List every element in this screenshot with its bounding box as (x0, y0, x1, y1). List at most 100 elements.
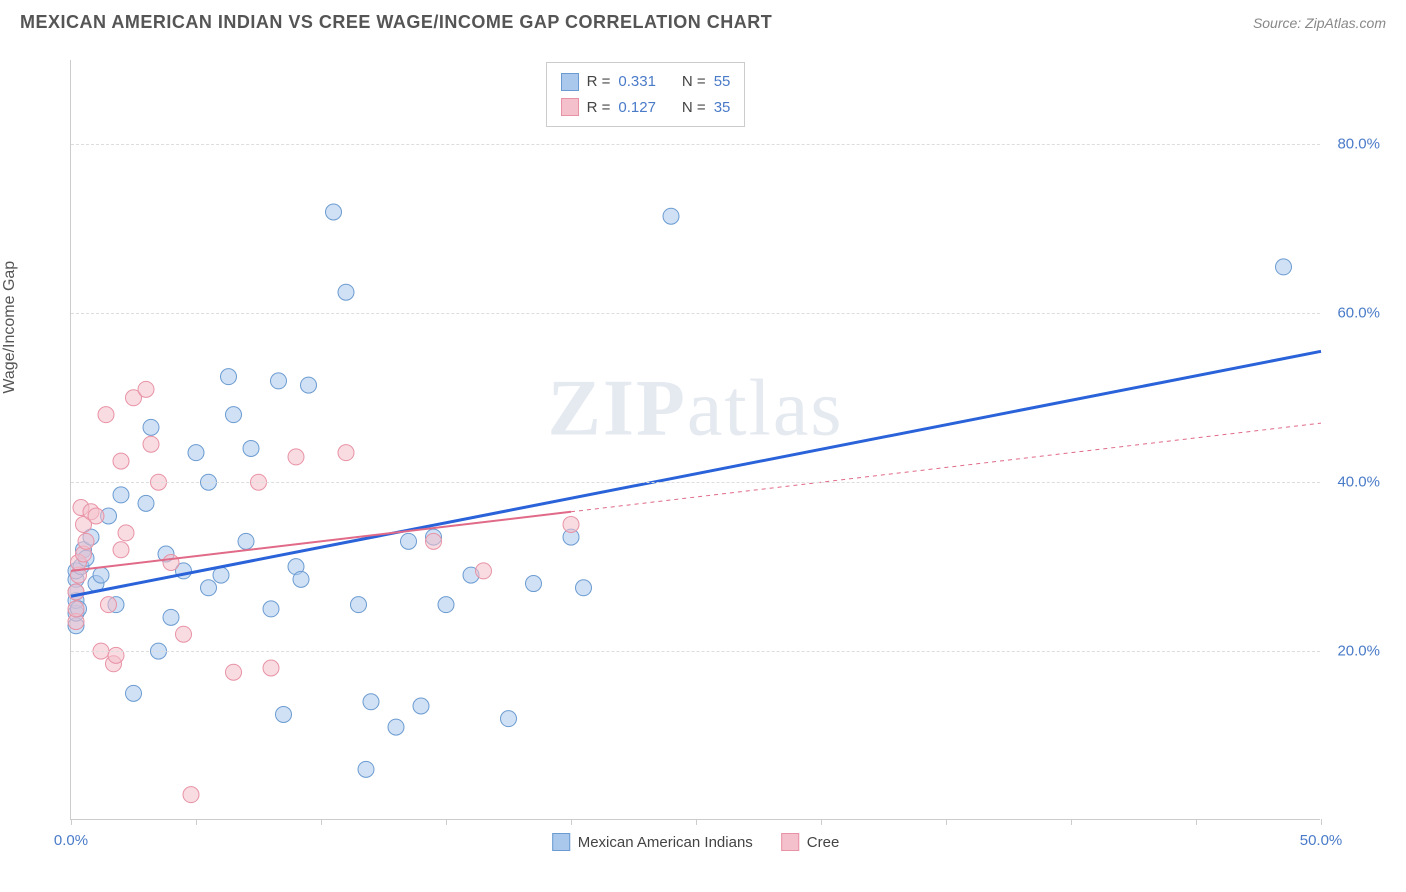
scatter-point (221, 369, 237, 385)
scatter-point (351, 597, 367, 613)
scatter-point (501, 711, 517, 727)
scatter-point (118, 525, 134, 541)
stat-r-value: 0.331 (618, 69, 656, 95)
x-tick (696, 819, 697, 825)
legend-label: Cree (807, 834, 840, 851)
scatter-point (226, 407, 242, 423)
x-tick (1071, 819, 1072, 825)
legend-item: Mexican American Indians (552, 833, 753, 851)
scatter-point (238, 533, 254, 549)
y-tick-label: 80.0% (1325, 136, 1380, 153)
scatter-point (143, 419, 159, 435)
scatter-point (113, 487, 129, 503)
chart-title: MEXICAN AMERICAN INDIAN VS CREE WAGE/INC… (20, 12, 772, 33)
scatter-point (338, 284, 354, 300)
scatter-point (183, 787, 199, 803)
scatter-point (401, 533, 417, 549)
scatter-point (263, 660, 279, 676)
legend-label: Mexican American Indians (578, 834, 753, 851)
scatter-point (358, 761, 374, 777)
legend-item: Cree (781, 833, 840, 851)
scatter-point (213, 567, 229, 583)
scatter-point (113, 542, 129, 558)
scatter-point (363, 694, 379, 710)
scatter-point (226, 664, 242, 680)
chart-container: Wage/Income Gap ZIPatlas R =0.331N =55R … (20, 50, 1386, 852)
scatter-point (413, 698, 429, 714)
scatter-point (143, 436, 159, 452)
stats-legend-box: R =0.331N =55R =0.127N =35 (546, 62, 746, 127)
scatter-point (476, 563, 492, 579)
scatter-point (263, 601, 279, 617)
gridline (71, 651, 1320, 652)
scatter-point (271, 373, 287, 389)
x-tick (1321, 819, 1322, 825)
scatter-point (1276, 259, 1292, 275)
stats-swatch (561, 98, 579, 116)
stat-n-value: 35 (714, 95, 731, 121)
scatter-svg (71, 60, 1320, 819)
scatter-point (276, 706, 292, 722)
gridline (71, 313, 1320, 314)
x-tick (446, 819, 447, 825)
scatter-point (388, 719, 404, 735)
bottom-legend: Mexican American Indians Cree (552, 833, 840, 851)
x-tick-label: 0.0% (54, 832, 88, 849)
scatter-point (438, 597, 454, 613)
y-tick-label: 60.0% (1325, 305, 1380, 322)
scatter-point (68, 601, 84, 617)
trend-line-extrapolated (571, 423, 1321, 512)
scatter-point (88, 508, 104, 524)
gridline (71, 482, 1320, 483)
scatter-point (176, 626, 192, 642)
y-tick-label: 20.0% (1325, 643, 1380, 660)
scatter-point (526, 576, 542, 592)
x-tick (196, 819, 197, 825)
scatter-point (101, 597, 117, 613)
trend-line (71, 512, 571, 571)
plot-area: ZIPatlas R =0.331N =55R =0.127N =35 Mexi… (70, 60, 1320, 820)
scatter-point (93, 567, 109, 583)
scatter-point (108, 647, 124, 663)
scatter-point (293, 571, 309, 587)
x-tick (321, 819, 322, 825)
scatter-point (68, 584, 84, 600)
scatter-point (78, 533, 94, 549)
scatter-point (163, 609, 179, 625)
x-tick (71, 819, 72, 825)
source-attribution: Source: ZipAtlas.com (1253, 15, 1386, 31)
scatter-point (138, 381, 154, 397)
scatter-point (576, 580, 592, 596)
x-tick (1196, 819, 1197, 825)
legend-swatch (781, 833, 799, 851)
stats-row: R = 0.127 N = 35 (561, 95, 731, 121)
x-tick (946, 819, 947, 825)
scatter-point (243, 440, 259, 456)
scatter-point (126, 685, 142, 701)
scatter-point (113, 453, 129, 469)
scatter-point (426, 533, 442, 549)
scatter-point (338, 445, 354, 461)
scatter-point (563, 516, 579, 532)
stat-r-value: 0.127 (618, 95, 656, 121)
y-axis-label: Wage/Income Gap (1, 261, 19, 394)
scatter-point (326, 204, 342, 220)
x-tick (821, 819, 822, 825)
gridline (71, 144, 1320, 145)
scatter-point (188, 445, 204, 461)
stats-row: R =0.331N =55 (561, 69, 731, 95)
scatter-point (138, 495, 154, 511)
scatter-point (163, 554, 179, 570)
scatter-point (201, 580, 217, 596)
x-tick (571, 819, 572, 825)
stat-r-label: R = (587, 95, 611, 121)
scatter-point (301, 377, 317, 393)
stat-n-label: N = (682, 69, 706, 95)
header: MEXICAN AMERICAN INDIAN VS CREE WAGE/INC… (0, 0, 1406, 41)
scatter-point (663, 208, 679, 224)
y-tick-label: 40.0% (1325, 474, 1380, 491)
x-tick-label: 50.0% (1300, 832, 1343, 849)
stat-n-label: N = (682, 95, 706, 121)
stats-swatch (561, 73, 579, 91)
legend-swatch (552, 833, 570, 851)
